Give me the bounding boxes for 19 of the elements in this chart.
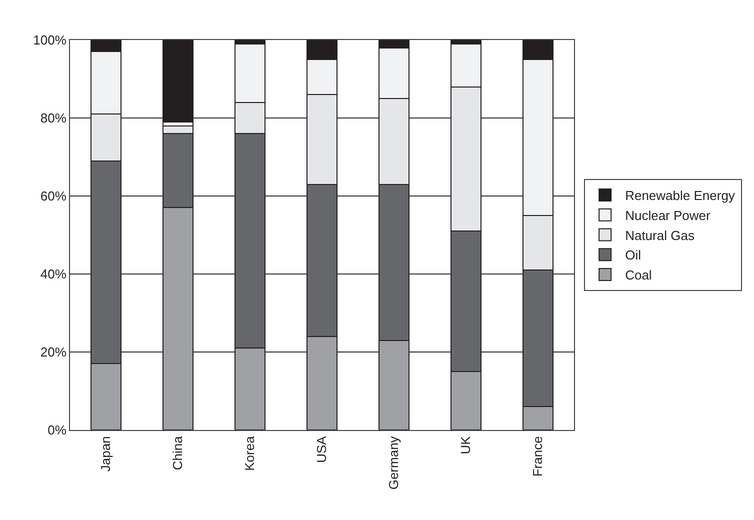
y-tick-label: 80% [40,110,67,126]
x-tick-label: UK [458,436,474,454]
x-tick-label: USA [314,436,330,463]
y-tick-label: 0% [48,422,67,438]
legend-label: Oil [625,248,642,263]
x-tick-label: France [530,436,546,477]
y-tick-label: 100% [33,32,67,48]
y-tick-label: 20% [40,344,67,360]
y-tick-label: 60% [40,188,67,204]
x-tick-label: Japan [98,436,114,472]
legend-label: Natural Gas [625,228,695,243]
legend-label: Renewable Energy [625,188,736,204]
x-tick-label: Korea [242,435,258,471]
x-tick-label: China [170,435,186,470]
bar [162,40,194,122]
x-tick-label: Germany [386,436,402,490]
y-tick-label: 40% [40,266,67,282]
legend-label: Nuclear Power [625,208,712,223]
legend-label: Coal [625,268,652,283]
